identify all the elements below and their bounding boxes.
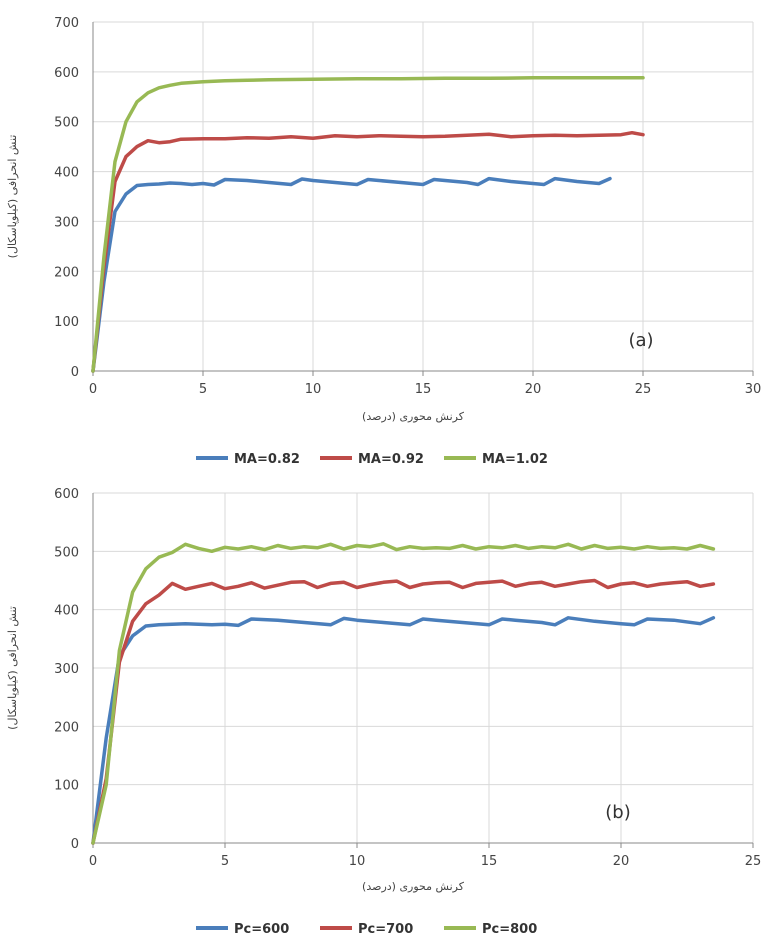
legend-label: MA=0.92 — [358, 452, 424, 467]
y-tick-label: 600 — [54, 487, 79, 502]
legend-label: MA=1.02 — [482, 452, 548, 467]
legend-label: Pc=700 — [358, 922, 413, 937]
x-tick-label: 25 — [635, 382, 652, 397]
x-tick-label: 0 — [89, 854, 97, 869]
series-line-Pc=600 — [91, 616, 716, 845]
y-tick-label: 700 — [54, 16, 79, 31]
x-tick-label: 10 — [305, 382, 322, 397]
x-tick-label: 5 — [199, 382, 207, 397]
x-tick-label: 20 — [613, 854, 630, 869]
y-tick-label: 200 — [54, 265, 79, 280]
y-axis-title: تنش انحرافی (کیلوپاسکال) — [6, 606, 19, 730]
panel-label: (b) — [605, 802, 630, 823]
y-tick-label: 500 — [54, 116, 79, 131]
x-tick-label: 15 — [415, 382, 432, 397]
legend-label: Pc=800 — [482, 922, 537, 937]
x-tick-label: 15 — [481, 854, 498, 869]
series-line-MA=1.02 — [91, 76, 645, 373]
x-tick-label: 20 — [525, 382, 542, 397]
panel-label: (a) — [628, 330, 653, 351]
chart-panel-b: 0 100 200 300 400 500 600 0 5 10 15 20 25 کرنش محوری … — [6, 487, 761, 937]
x-tick-label: 30 — [745, 382, 762, 397]
y-tick-label: 200 — [54, 720, 79, 735]
legend: MA=0.82 MA=0.92 MA=1.02 — [196, 452, 548, 467]
x-tick-label: 10 — [349, 854, 366, 869]
y-tick-label: 500 — [54, 545, 79, 560]
y-tick-label: 300 — [54, 662, 79, 677]
series-line-Pc=800 — [91, 542, 716, 845]
y-tick-label: 300 — [54, 215, 79, 230]
legend: Pc=600 Pc=700 Pc=800 — [196, 922, 537, 937]
x-tick-label: 25 — [745, 854, 762, 869]
y-axis-title: تنش انحرافی (کیلوپاسکال) — [6, 135, 19, 259]
x-axis-title: کرنش محوری (درصد) — [362, 880, 465, 893]
x-tick-label: 5 — [221, 854, 229, 869]
x-axis-title: کرنش محوری (درصد) — [362, 410, 465, 423]
y-tick-label: 0 — [71, 365, 79, 380]
y-tick-label: 600 — [54, 66, 79, 81]
y-tick-label: 0 — [71, 837, 79, 852]
chart-panel-a: 0 100 200 300 400 500 600 700 0 5 10 15 20 25 30 کرنش م… — [6, 16, 761, 467]
y-tick-label: 100 — [54, 315, 79, 330]
y-tick-label: 400 — [54, 166, 79, 181]
y-tick-label: 100 — [54, 779, 79, 794]
legend-label: Pc=600 — [234, 922, 289, 937]
legend-label: MA=0.82 — [234, 452, 300, 467]
series-line-MA=0.92 — [91, 130, 645, 373]
y-tick-label: 400 — [54, 604, 79, 619]
x-tick-label: 0 — [89, 382, 97, 397]
series-line-Pc=700 — [91, 578, 716, 845]
series-line-MA=0.82 — [91, 176, 612, 373]
